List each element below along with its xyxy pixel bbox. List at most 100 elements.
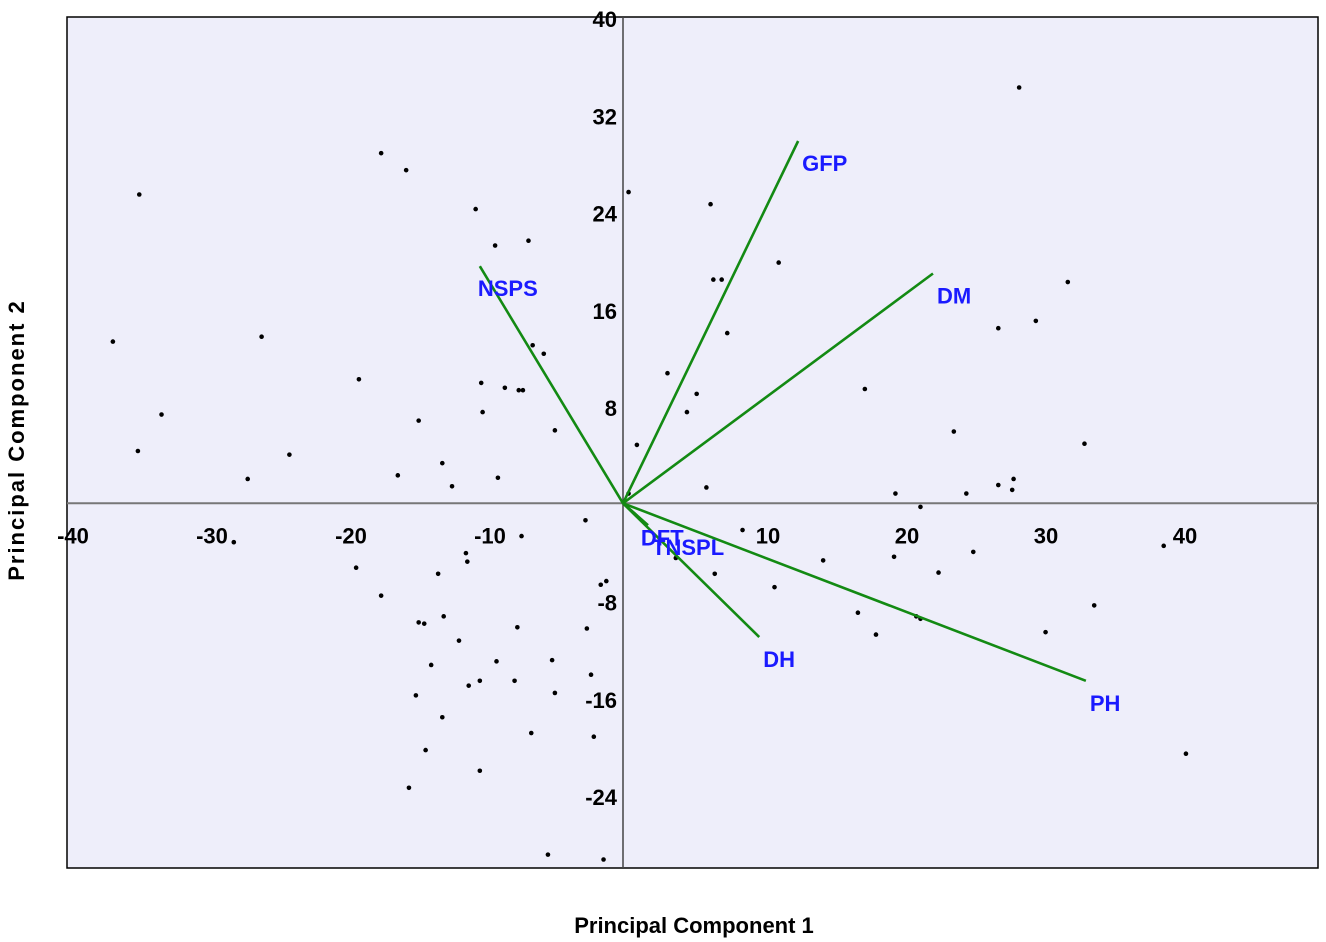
data-point (996, 482, 1001, 488)
data-point (528, 730, 534, 736)
data-point (440, 460, 445, 466)
data-point (495, 475, 501, 481)
data-point (552, 690, 558, 696)
data-point (403, 167, 409, 173)
data-point (708, 201, 713, 207)
data-point (423, 747, 428, 753)
data-point (492, 243, 498, 248)
data-point (378, 593, 384, 598)
y-tick-label: 40 (593, 7, 617, 32)
data-point (477, 768, 483, 774)
data-point (473, 206, 478, 212)
points-layer (110, 85, 1189, 862)
vector-ph (622, 502, 1087, 682)
data-point (1011, 476, 1016, 482)
data-point (456, 638, 462, 643)
vector-nsps (478, 265, 625, 504)
data-point (598, 582, 604, 588)
x-tick-label: -20 (335, 523, 367, 548)
data-point (512, 678, 517, 684)
data-point (588, 672, 594, 678)
data-point (135, 448, 141, 454)
data-point (951, 429, 957, 434)
data-point (665, 370, 670, 376)
data-point (918, 504, 923, 510)
data-point (1033, 318, 1039, 324)
data-point (936, 570, 941, 575)
data-point (873, 632, 879, 637)
vectors-layer (478, 140, 1087, 682)
data-point (1043, 629, 1048, 635)
data-point (259, 334, 264, 340)
data-point (740, 527, 745, 533)
data-point (245, 476, 250, 482)
data-point (970, 549, 976, 555)
data-point (704, 485, 709, 490)
vector-label-dft: DFT (641, 525, 684, 550)
data-point (684, 409, 690, 415)
y-tick-label: 32 (593, 104, 617, 129)
data-point (964, 491, 969, 496)
data-point (591, 734, 597, 740)
y-tick-label: 24 (593, 202, 618, 227)
data-point (465, 559, 470, 564)
data-point (463, 550, 469, 556)
data-point (711, 277, 716, 282)
x-tick-label: 30 (1034, 523, 1058, 548)
data-point (1183, 751, 1189, 757)
data-point (545, 852, 551, 857)
data-point (893, 491, 898, 496)
data-point (1009, 487, 1015, 493)
data-point (136, 192, 142, 197)
data-point (395, 473, 401, 478)
vector-label-nsps: NSPS (478, 276, 538, 301)
data-point (549, 657, 555, 663)
data-point (435, 571, 441, 577)
data-point (416, 620, 421, 625)
data-point (530, 342, 535, 348)
data-point (441, 614, 446, 619)
x-axis-title: Principal Component 1 (574, 913, 814, 938)
data-point (449, 483, 455, 489)
data-point (287, 452, 292, 457)
vector-dh (622, 502, 761, 638)
x-tick-label: 20 (895, 523, 919, 548)
data-point (1091, 603, 1097, 608)
data-point (719, 277, 724, 282)
data-point (1016, 85, 1022, 90)
data-point (478, 380, 484, 386)
data-point (583, 518, 588, 523)
data-point (466, 683, 472, 688)
data-point (477, 678, 483, 684)
data-point (996, 325, 1001, 331)
data-point (772, 584, 777, 590)
data-point (494, 659, 499, 664)
data-point (604, 578, 609, 584)
data-point (891, 554, 897, 560)
data-point (356, 376, 362, 382)
data-point (480, 409, 485, 415)
data-point (406, 785, 412, 791)
data-point (1082, 441, 1087, 447)
tick-labels: -40 -30 -20 -10 10 20 30 40 -24 -16 -8 8 16 24 32 40 (57, 7, 1197, 810)
data-point (820, 558, 826, 563)
y-tick-label: 8 (605, 396, 617, 421)
data-point (1161, 543, 1167, 549)
data-point (421, 621, 427, 626)
vector-label-ph: PH (1090, 691, 1121, 716)
data-point (516, 387, 522, 393)
data-point (724, 330, 730, 336)
data-point (416, 418, 421, 423)
x-tick-label: -10 (474, 523, 506, 548)
vector-label-tnspl: TNSPL (652, 535, 724, 560)
data-point (353, 565, 359, 571)
data-point (519, 533, 524, 539)
data-point (634, 442, 640, 448)
data-point (712, 571, 718, 577)
data-point (520, 387, 526, 393)
data-point (626, 189, 631, 195)
data-point (552, 428, 558, 433)
data-point (694, 391, 699, 397)
